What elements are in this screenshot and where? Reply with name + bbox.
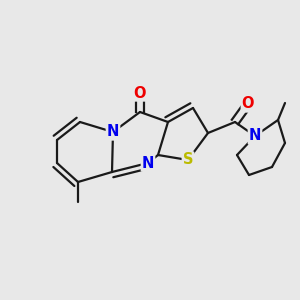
Text: O: O bbox=[242, 97, 254, 112]
Text: O: O bbox=[134, 85, 146, 100]
Text: N: N bbox=[142, 155, 154, 170]
Text: S: S bbox=[183, 152, 193, 167]
Text: N: N bbox=[107, 124, 119, 140]
Text: N: N bbox=[249, 128, 261, 143]
